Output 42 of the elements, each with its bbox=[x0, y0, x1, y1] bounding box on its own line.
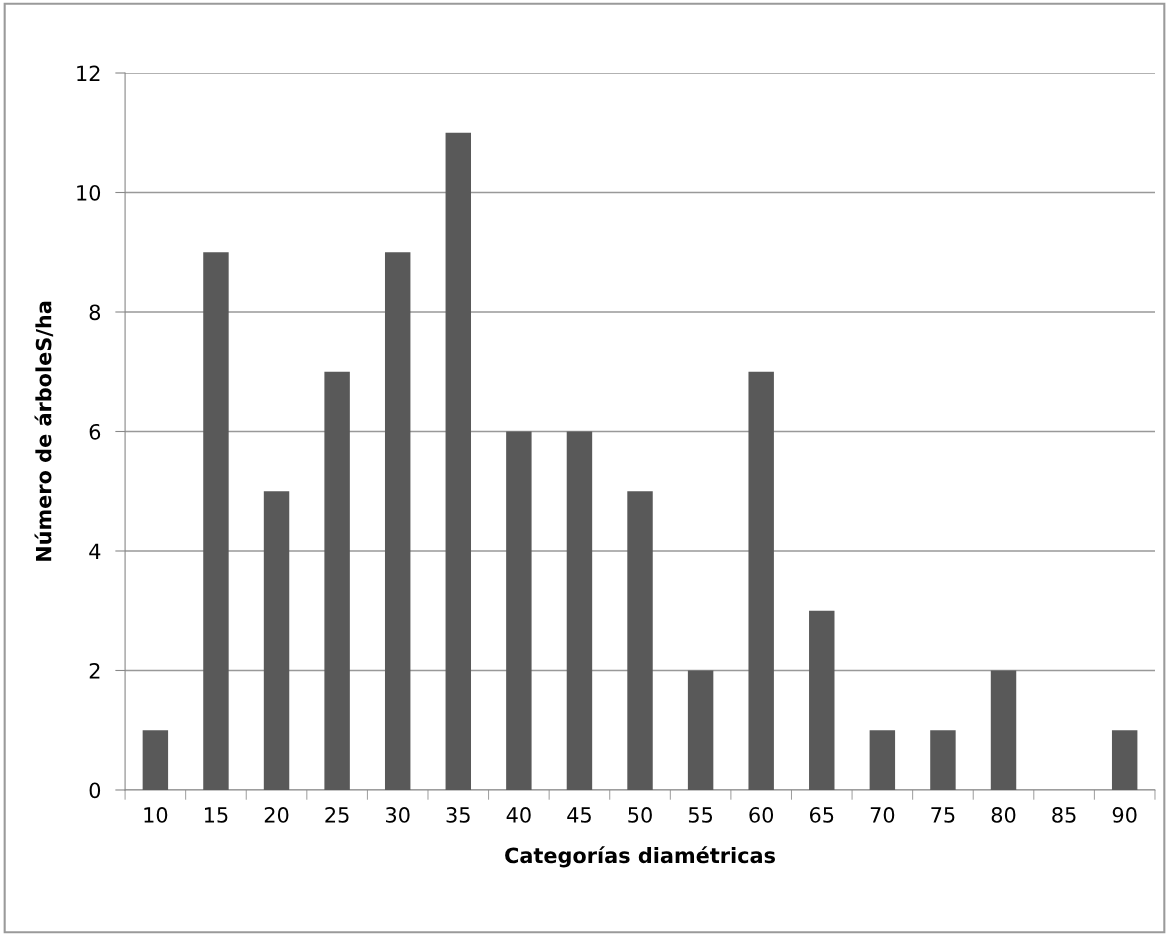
bar bbox=[142, 730, 169, 790]
bar bbox=[687, 670, 714, 790]
bar bbox=[384, 252, 411, 790]
x-tick-label: 25 bbox=[325, 807, 349, 823]
x-tick-label: 65 bbox=[809, 807, 834, 823]
x-tick-label: 50 bbox=[628, 807, 652, 823]
x-tick-label: 75 bbox=[931, 807, 955, 823]
y-tick-label: 6 bbox=[89, 423, 101, 440]
y-tick-label: 2 bbox=[89, 662, 100, 679]
y-axis-title: Número de árboleS/ha bbox=[34, 301, 54, 561]
x-tick-label: 15 bbox=[204, 807, 228, 823]
x-tick-label: 80 bbox=[991, 807, 1016, 823]
x-tick-label: 10 bbox=[144, 807, 168, 823]
bar bbox=[627, 491, 653, 790]
bar bbox=[506, 431, 532, 790]
x-tick-label: 45 bbox=[567, 807, 591, 823]
x-tick-label: 40 bbox=[506, 807, 531, 823]
bar bbox=[990, 670, 1017, 790]
x-tick-label: 60 bbox=[749, 807, 774, 823]
bar bbox=[869, 730, 896, 790]
bar bbox=[809, 610, 835, 790]
bar bbox=[566, 431, 593, 790]
bar bbox=[1111, 730, 1138, 790]
y-tick-label: 10 bbox=[77, 184, 101, 201]
y-tick-label: 8 bbox=[89, 304, 101, 321]
x-tick-label: 30 bbox=[386, 807, 410, 823]
x-axis-title: Categorías diamétricas bbox=[505, 846, 775, 868]
y-tick-label: 4 bbox=[89, 543, 101, 559]
x-tick-label: 35 bbox=[446, 807, 470, 823]
bar bbox=[203, 252, 229, 790]
bar bbox=[445, 132, 471, 790]
x-tick-label: 85 bbox=[1052, 807, 1076, 823]
bar bbox=[748, 371, 774, 790]
bar bbox=[930, 730, 956, 790]
x-tick-label: 55 bbox=[688, 807, 713, 823]
y-tick-label: 0 bbox=[89, 782, 101, 799]
x-tick-label: 70 bbox=[870, 807, 895, 823]
bar bbox=[263, 491, 290, 790]
bar bbox=[324, 371, 350, 790]
y-tick-label: 12 bbox=[77, 65, 100, 81]
x-tick-label: 20 bbox=[264, 807, 289, 823]
x-tick-label: 90 bbox=[1112, 807, 1137, 823]
